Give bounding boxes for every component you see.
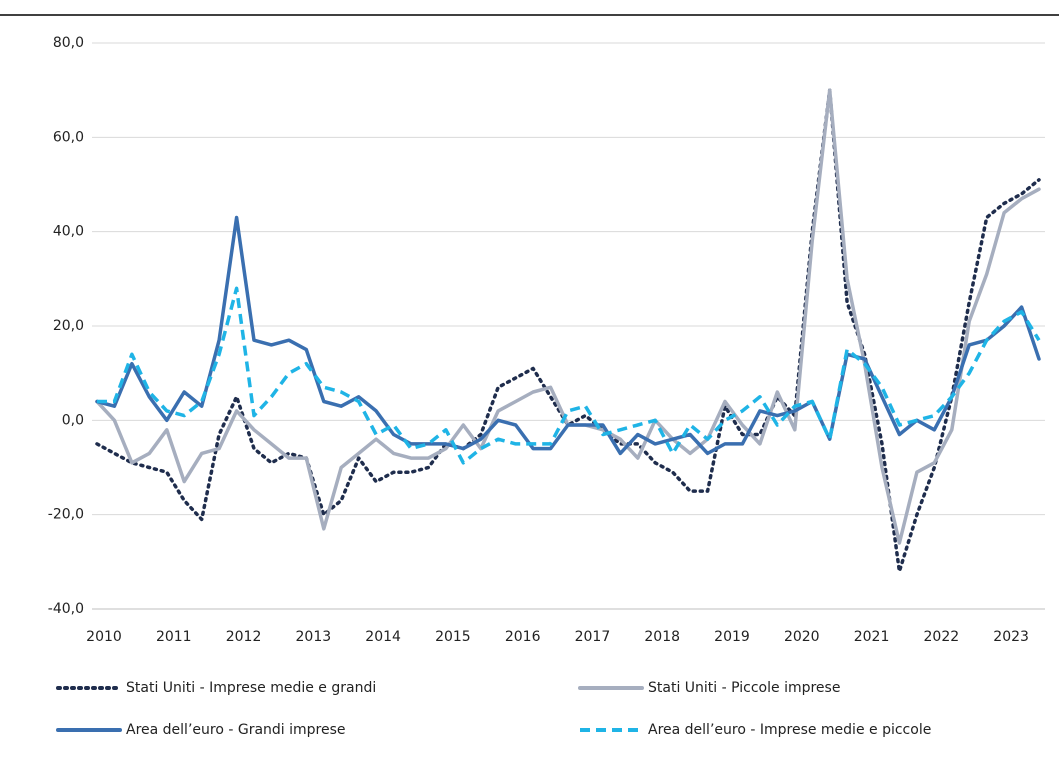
x-tick-label: 2013 [296, 629, 332, 645]
y-tick-label: 40,0 [53, 224, 84, 240]
x-tick-label: 2015 [435, 629, 471, 645]
x-tick-label: 2011 [156, 629, 192, 645]
series-line [95, 88, 1041, 574]
x-tick-label: 2017 [575, 629, 611, 645]
series-line [95, 88, 1041, 545]
x-tick-label: 2012 [226, 629, 262, 645]
x-tick-label: 2021 [854, 629, 890, 645]
y-tick-label: 0,0 [62, 412, 84, 428]
legend-label: Stati Uniti - Imprese medie e grandi [126, 680, 376, 696]
x-tick-label: 2018 [644, 629, 680, 645]
x-tick-label: 2023 [993, 629, 1029, 645]
y-tick-label: -20,0 [48, 507, 84, 523]
y-tick-label: 20,0 [53, 318, 84, 334]
x-tick-label: 2016 [505, 629, 541, 645]
x-tick-label: 2014 [365, 629, 401, 645]
legend-label: Stati Uniti - Piccole imprese [648, 680, 840, 696]
legend-label: Area dell’euro - Imprese medie e piccole [648, 722, 931, 738]
y-tick-label: 80,0 [53, 35, 84, 51]
x-tick-label: 2010 [86, 629, 122, 645]
legend-label: Area dell’euro - Grandi imprese [126, 722, 346, 738]
series-line [97, 286, 1041, 465]
x-tick-label: 2022 [924, 629, 960, 645]
x-tick-label: 2020 [784, 629, 820, 645]
x-tick-label: 2019 [714, 629, 750, 645]
y-tick-label: 60,0 [53, 129, 84, 145]
series-line [95, 215, 1041, 456]
y-tick-label: -40,0 [48, 601, 84, 617]
